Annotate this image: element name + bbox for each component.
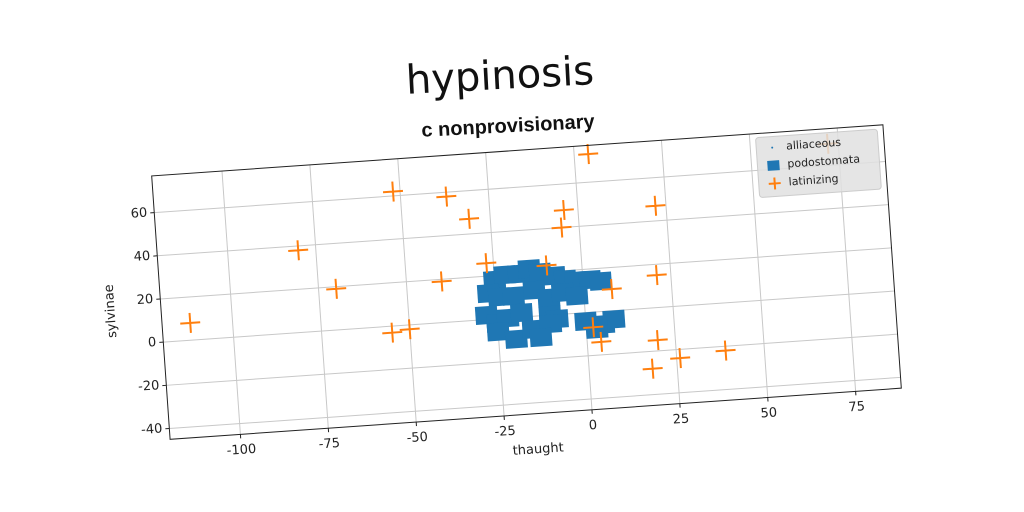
point [589,271,613,291]
grid-line [309,164,329,429]
grid-line [748,134,769,398]
point [180,312,201,333]
legend-label: alliaceous [786,136,842,153]
legend-box [755,128,882,198]
point [326,278,347,299]
x-tick-label: -75 [318,436,340,452]
y-axis-label: sylvinae [102,284,121,339]
grid-line [397,158,417,423]
point [536,255,557,276]
point [583,317,604,338]
point [602,309,626,330]
x-tick-label: 75 [848,399,866,415]
legend-marker [768,177,781,190]
x-tick-label: -100 [226,442,256,459]
plot-frame [151,124,902,440]
point [509,303,534,323]
point [431,271,452,292]
grid-line [169,376,901,429]
y-tick-label: 20 [136,292,154,308]
point [553,199,574,221]
plot-area: -100 -75 -50 -25 0 25 50 75 -40 -20 0 20 40 60 thaught… [102,124,902,459]
point [382,181,404,202]
x-tick-label: -50 [406,430,428,446]
point [715,340,736,361]
point [529,327,553,348]
legend-marker [767,160,780,171]
chart-title: hypinosis [405,48,595,104]
point [647,330,668,351]
point [399,319,420,340]
point [551,217,572,238]
point [382,322,403,343]
grid-line [221,170,241,435]
y-tick-label: 60 [130,206,148,222]
x-tick-label: 25 [672,412,690,428]
point [436,186,457,207]
point [459,208,480,229]
legend-label: latinizing [788,172,839,188]
point [591,331,612,352]
chart-subtitle: c nonprovisionary [421,111,596,142]
legend-marker [771,146,774,149]
point [645,195,666,216]
point [288,240,309,261]
x-tick-label: 50 [760,405,778,421]
x-tick-label: -25 [494,424,516,440]
point [504,329,528,349]
y-tick-label: -20 [138,378,160,394]
point [642,358,663,379]
grid-line [157,204,889,257]
y-tick-label: 40 [133,249,151,265]
x-tick-label: 0 [588,418,597,434]
point [601,279,622,300]
point [646,265,667,286]
point [670,348,691,369]
grid-line [166,333,898,386]
point [486,321,510,342]
point [565,286,589,306]
point [585,319,609,339]
point [476,253,497,274]
point [578,144,599,165]
legend-label: podostomata [787,152,860,170]
y-tick-label: -40 [141,421,163,437]
x-axis-label: thaught [512,440,564,459]
point [501,286,525,306]
y-tick-label: 0 [148,335,157,351]
grid-line [660,140,681,404]
